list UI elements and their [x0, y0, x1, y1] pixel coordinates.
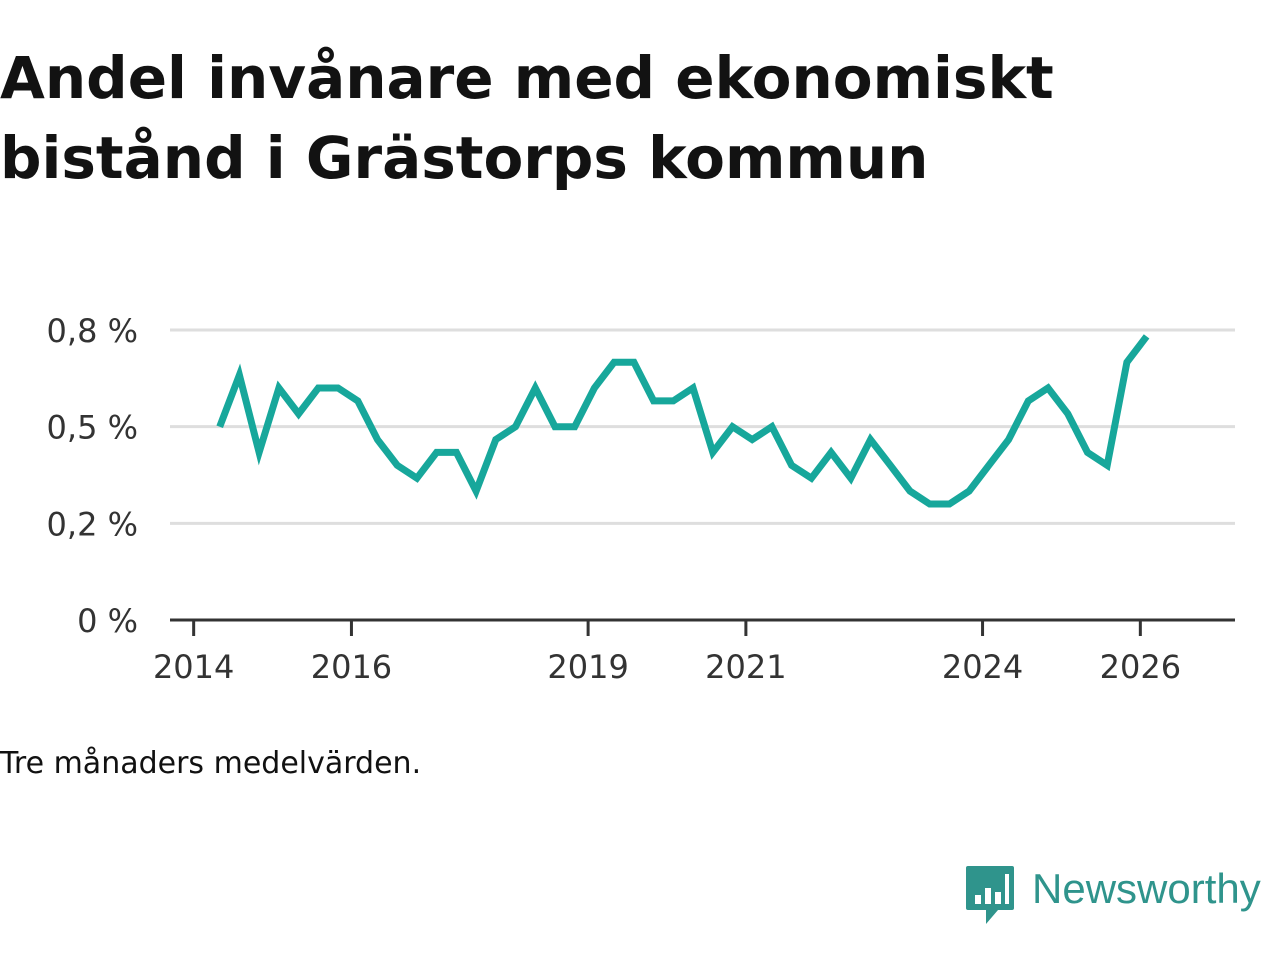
- brand-logo: Newsworthy: [964, 864, 1261, 926]
- x-tick-label: 2014: [153, 648, 234, 686]
- x-tick-label: 2019: [547, 648, 628, 686]
- chart-subtitle: Tre månaders medelvärden.: [0, 746, 422, 781]
- line-chart: 0 %0,2 %0,5 %0,8 % 2014 2016 2019 2021 2024 2…: [47, 312, 1235, 686]
- x-tick-label: 2016: [311, 648, 392, 686]
- series-lines: [216, 334, 1150, 508]
- x-axis: 2014 2016 2019 2021 2024 2026: [153, 618, 1235, 686]
- series-line-0: [216, 334, 1150, 508]
- newsworthy-logo-icon: [966, 866, 1014, 924]
- x-tick-label: 2021: [705, 648, 786, 686]
- y-axis-tick-labels: 0 % 0,2 % 0,5 % 0,8 %: [47, 312, 138, 640]
- chart-title-line-1: Andel invånare med ekonomiskt: [0, 44, 1054, 112]
- y-tick-label: 0,8 %: [47, 312, 138, 350]
- y-tick-label: 0,2 %: [47, 505, 138, 543]
- y-tick-label: 0,5 %: [47, 409, 138, 447]
- y-tick-label: 0 %: [77, 602, 138, 640]
- chart-title-line-2: bistånd i Grästorps kommun: [0, 124, 929, 192]
- chart-title: Andel invånare med ekonomiskt bistånd i …: [0, 38, 1200, 198]
- x-tick-label: 2026: [1100, 648, 1181, 686]
- x-tick-label: 2024: [942, 648, 1023, 686]
- brand-name: Newsworthy: [1032, 865, 1261, 912]
